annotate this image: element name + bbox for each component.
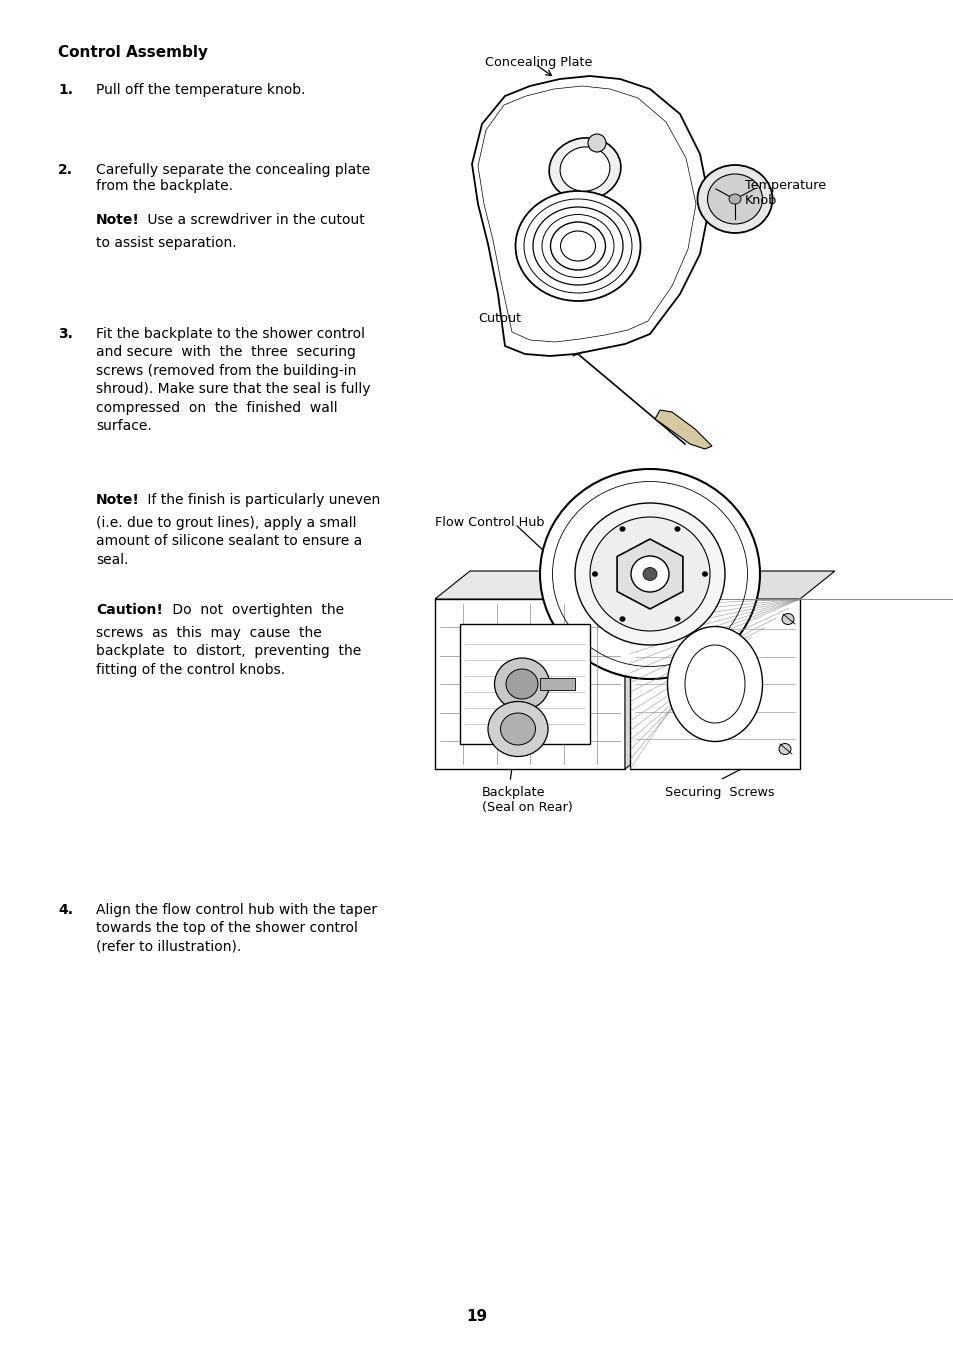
Bar xyxy=(629,598,800,769)
Text: Pull off the temperature knob.: Pull off the temperature knob. xyxy=(96,83,305,97)
Text: 2.: 2. xyxy=(58,162,73,177)
Text: Fit the backplate to the shower control
and secure  with  the  three  securing
s: Fit the backplate to the shower control … xyxy=(96,328,370,433)
Ellipse shape xyxy=(674,527,679,532)
Text: If the finish is particularly uneven: If the finish is particularly uneven xyxy=(143,493,380,506)
Ellipse shape xyxy=(592,571,598,577)
Polygon shape xyxy=(655,410,711,450)
Ellipse shape xyxy=(549,138,620,200)
Ellipse shape xyxy=(589,517,709,631)
Ellipse shape xyxy=(494,658,549,709)
Ellipse shape xyxy=(667,627,761,742)
Text: Control Assembly: Control Assembly xyxy=(58,45,208,60)
Polygon shape xyxy=(617,539,682,609)
Text: screws  as  this  may  cause  the
backplate  to  distort,  preventing  the
fitti: screws as this may cause the backplate t… xyxy=(96,626,361,677)
Ellipse shape xyxy=(560,232,595,261)
Text: Securing  Screws: Securing Screws xyxy=(664,787,774,799)
Polygon shape xyxy=(472,76,709,356)
Ellipse shape xyxy=(515,191,639,301)
Ellipse shape xyxy=(539,468,760,678)
Bar xyxy=(435,598,624,769)
Text: 1.: 1. xyxy=(58,83,73,97)
Bar xyxy=(459,624,589,743)
Ellipse shape xyxy=(701,571,707,577)
Bar xyxy=(539,678,575,691)
Ellipse shape xyxy=(500,714,535,745)
Text: Temperature
Knob: Temperature Knob xyxy=(744,179,825,207)
Text: Caution!: Caution! xyxy=(96,603,163,617)
Ellipse shape xyxy=(505,669,537,699)
Text: (i.e. due to grout lines), apply a small
amount of silicone sealant to ensure a
: (i.e. due to grout lines), apply a small… xyxy=(96,516,362,567)
Text: 19: 19 xyxy=(466,1309,487,1324)
Text: Cutout: Cutout xyxy=(477,311,520,325)
Ellipse shape xyxy=(575,502,724,645)
Text: 3.: 3. xyxy=(58,328,72,341)
Ellipse shape xyxy=(781,613,793,624)
Ellipse shape xyxy=(587,134,605,152)
Ellipse shape xyxy=(707,175,761,223)
Ellipse shape xyxy=(779,743,790,754)
Text: Carefully separate the concealing plate
from the backplate.: Carefully separate the concealing plate … xyxy=(96,162,370,194)
Text: Flow Control Hub: Flow Control Hub xyxy=(435,516,544,529)
Polygon shape xyxy=(435,571,659,598)
Text: Note!: Note! xyxy=(96,493,140,506)
Ellipse shape xyxy=(630,556,668,592)
Ellipse shape xyxy=(674,616,679,621)
Text: Note!: Note! xyxy=(96,213,140,227)
Text: 4.: 4. xyxy=(58,903,73,917)
Ellipse shape xyxy=(618,616,625,621)
Ellipse shape xyxy=(642,567,657,581)
Text: to assist separation.: to assist separation. xyxy=(96,236,236,250)
Text: Backplate
(Seal on Rear): Backplate (Seal on Rear) xyxy=(481,787,572,814)
Text: Do  not  overtighten  the: Do not overtighten the xyxy=(168,603,344,617)
Ellipse shape xyxy=(697,165,772,233)
Text: Align the flow control hub with the taper
towards the top of the shower control
: Align the flow control hub with the tape… xyxy=(96,903,376,953)
Ellipse shape xyxy=(618,527,625,532)
Ellipse shape xyxy=(488,701,547,757)
Polygon shape xyxy=(629,571,834,598)
Polygon shape xyxy=(624,571,659,769)
Text: Use a screwdriver in the cutout: Use a screwdriver in the cutout xyxy=(143,213,364,227)
Text: Concealing Plate: Concealing Plate xyxy=(484,56,592,69)
Ellipse shape xyxy=(728,194,740,204)
Ellipse shape xyxy=(559,146,609,191)
